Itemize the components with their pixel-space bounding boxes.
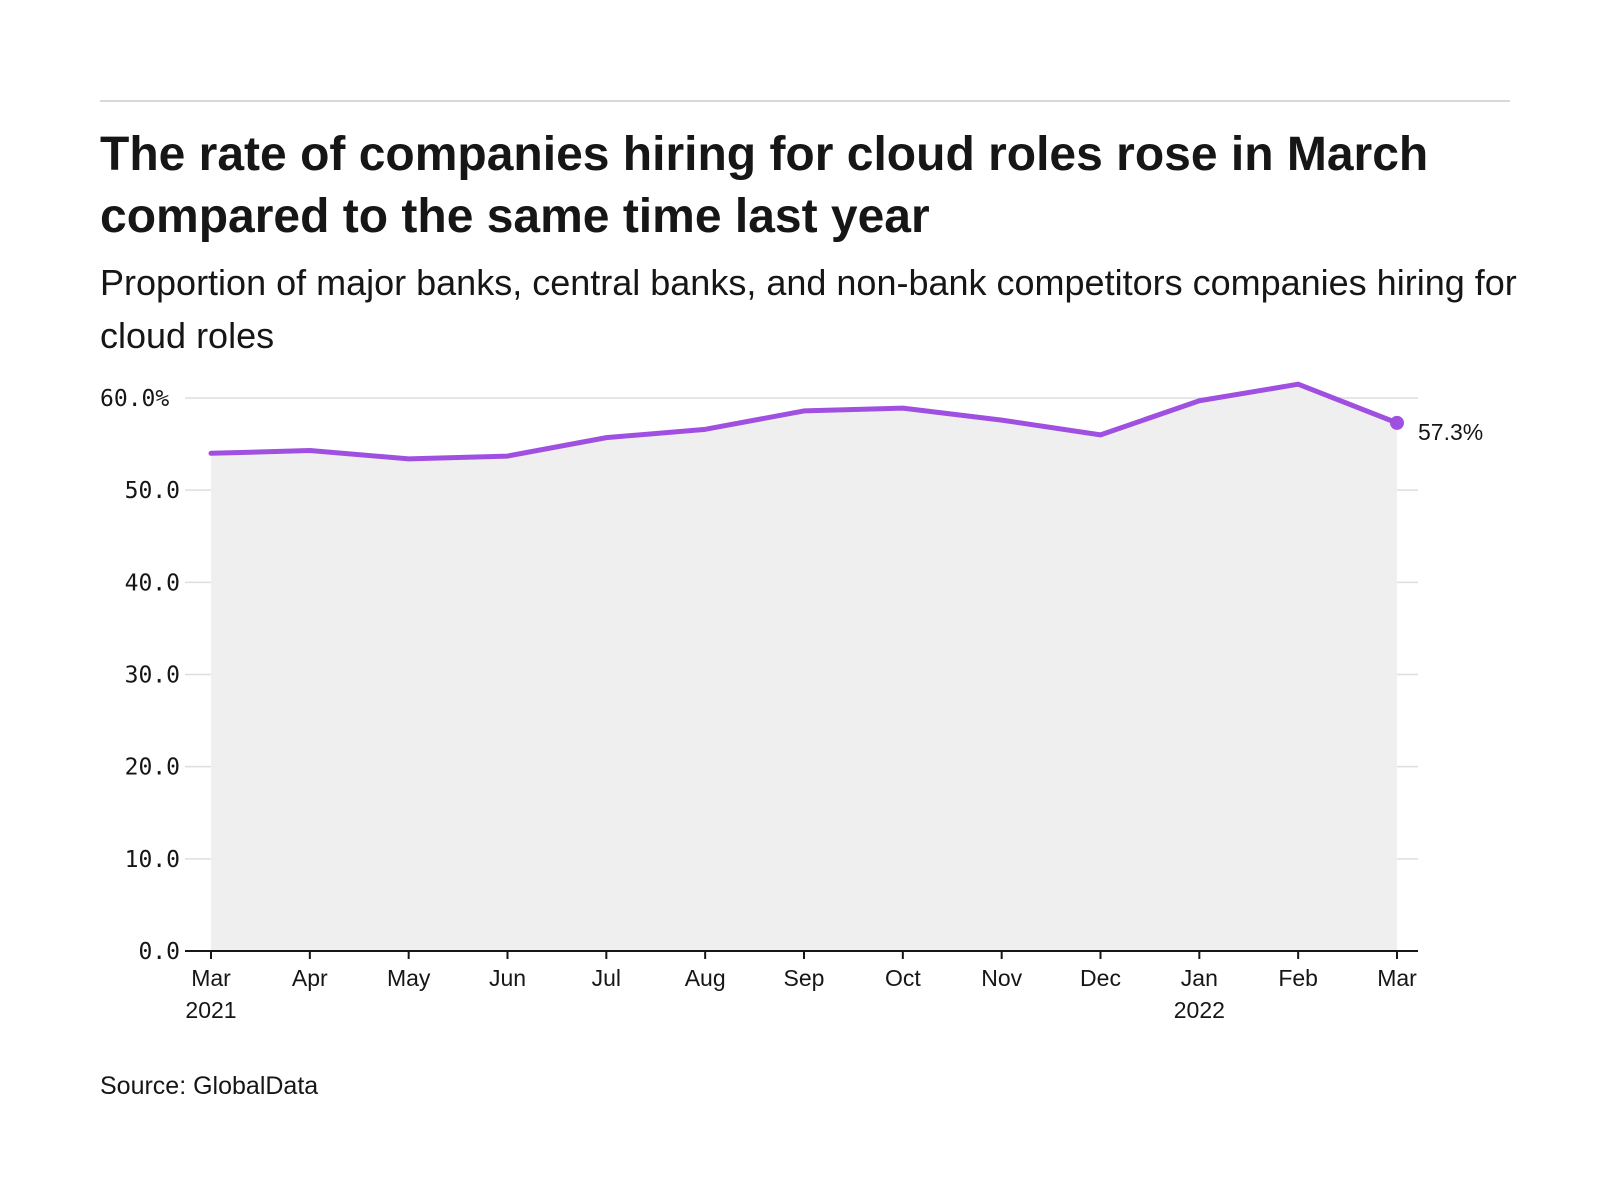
y-tick-label: 40.0 xyxy=(125,570,180,596)
top-divider xyxy=(100,100,1510,102)
x-axis-tick-labels: Mar 2021 Apr May Jun Jul Aug Sep Oct Nov Dec Jan 202… xyxy=(185,965,1417,1023)
x-tick-label: Apr xyxy=(292,965,328,991)
y-tick-label: 10.0 xyxy=(125,847,180,873)
area-fill-group xyxy=(211,384,1397,951)
x-tick-label: Sep xyxy=(784,965,825,991)
end-point-marker xyxy=(1390,415,1404,430)
area-fill xyxy=(211,384,1397,951)
x-tick-label: Jan xyxy=(1181,965,1218,991)
chart-title: The rate of companies hiring for cloud r… xyxy=(100,128,1429,243)
x-tick-year-label: 2021 xyxy=(185,997,236,1023)
x-tick-label: Mar xyxy=(191,965,231,991)
x-tick-label: Oct xyxy=(885,965,921,991)
x-tick-label: Feb xyxy=(1278,965,1318,991)
x-tick-label: Aug xyxy=(685,965,726,991)
x-tick-label: Mar xyxy=(1377,965,1417,991)
chart-subtitle: Proportion of major banks, central banks… xyxy=(100,262,1517,356)
end-value-label: 57.3% xyxy=(1418,419,1483,445)
x-tick-year-label: 2022 xyxy=(1174,997,1225,1023)
x-tick-label: Jul xyxy=(592,965,621,991)
series-line-group: 57.3% xyxy=(208,381,1483,462)
x-tick-label: Jun xyxy=(489,965,526,991)
y-tick-label: 0.0 xyxy=(138,939,180,965)
series-line xyxy=(208,381,1400,462)
y-tick-label: 60.0% xyxy=(100,386,169,412)
source-note: Source: GlobalData xyxy=(100,1072,319,1100)
y-tick-label: 20.0 xyxy=(125,755,180,781)
x-tick-label: May xyxy=(387,965,431,991)
y-axis-tick-labels: 0.0 10.0 20.0 30.0 40.0 50.0 60.0% xyxy=(100,386,180,965)
x-axis xyxy=(185,950,1418,959)
x-tick-label: Dec xyxy=(1080,965,1121,991)
y-tick-label: 30.0 xyxy=(125,663,180,689)
y-tick-label: 50.0 xyxy=(125,478,180,504)
x-tick-label: Nov xyxy=(981,965,1022,991)
